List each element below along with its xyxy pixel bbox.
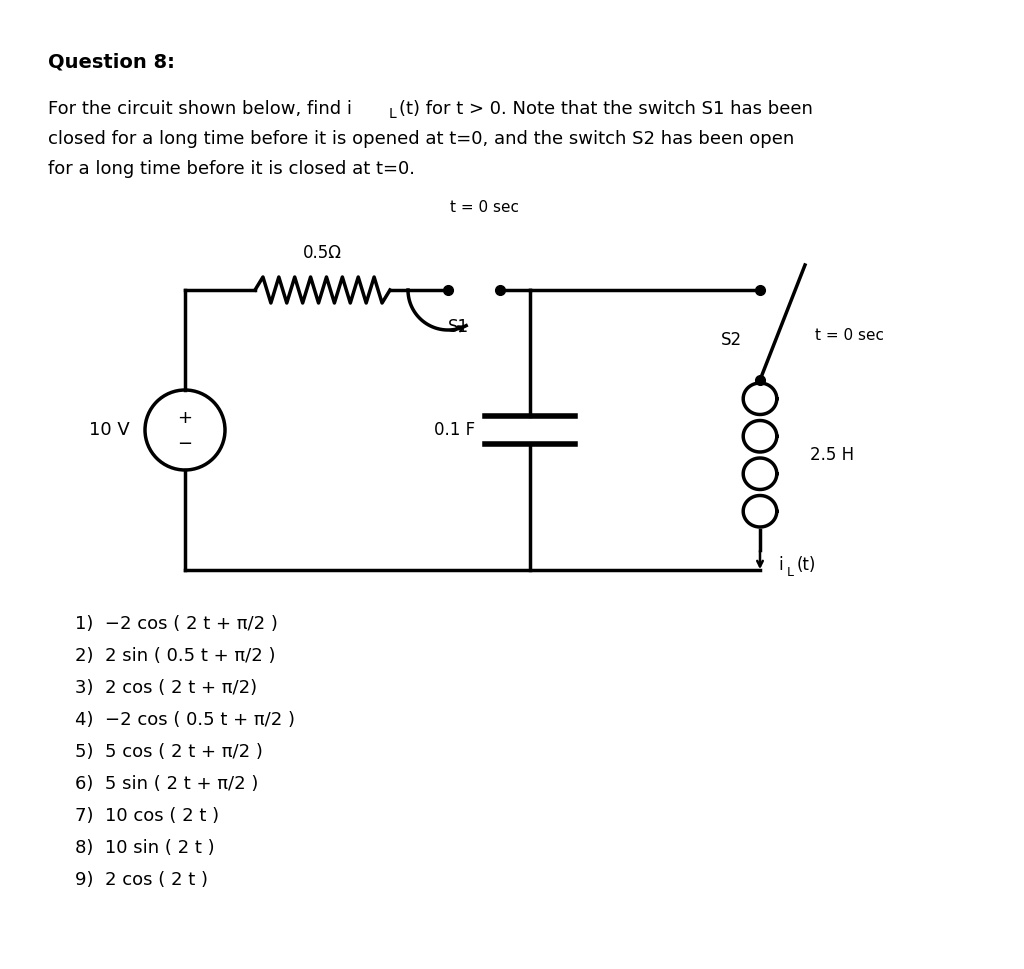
Text: +: + xyxy=(177,409,193,427)
Text: 7)  10 cos ( 2 t ): 7) 10 cos ( 2 t ) xyxy=(75,807,219,825)
Text: 1)  −2 cos ( 2 t + π/2 ): 1) −2 cos ( 2 t + π/2 ) xyxy=(75,615,278,633)
Text: closed for a long time before it is opened at t=0, and the switch S2 has been op: closed for a long time before it is open… xyxy=(48,130,795,148)
Text: 5)  5 cos ( 2 t + π/2 ): 5) 5 cos ( 2 t + π/2 ) xyxy=(75,743,263,761)
Text: −: − xyxy=(177,435,193,453)
Text: 6)  5 sin ( 2 t + π/2 ): 6) 5 sin ( 2 t + π/2 ) xyxy=(75,775,258,793)
Text: t = 0 sec: t = 0 sec xyxy=(450,200,518,215)
Text: 10 V: 10 V xyxy=(89,421,130,439)
Text: t = 0 sec: t = 0 sec xyxy=(815,328,884,342)
Text: 0.1 F: 0.1 F xyxy=(434,421,475,439)
Text: 9)  2 cos ( 2 t ): 9) 2 cos ( 2 t ) xyxy=(75,871,208,889)
Text: S2: S2 xyxy=(721,331,742,349)
Text: i: i xyxy=(778,556,782,574)
Text: Question 8:: Question 8: xyxy=(48,52,175,71)
Text: for a long time before it is closed at t=0.: for a long time before it is closed at t… xyxy=(48,160,415,178)
Text: S1: S1 xyxy=(447,318,469,336)
Text: 0.5Ω: 0.5Ω xyxy=(303,244,342,262)
Text: 4)  −2 cos ( 0.5 t + π/2 ): 4) −2 cos ( 0.5 t + π/2 ) xyxy=(75,711,295,729)
Text: 8)  10 sin ( 2 t ): 8) 10 sin ( 2 t ) xyxy=(75,839,215,857)
Text: 2.5 H: 2.5 H xyxy=(810,446,854,464)
Text: 3)  2 cos ( 2 t + π/2): 3) 2 cos ( 2 t + π/2) xyxy=(75,679,257,697)
Text: For the circuit shown below, find i: For the circuit shown below, find i xyxy=(48,100,352,118)
Text: 2)  2 sin ( 0.5 t + π/2 ): 2) 2 sin ( 0.5 t + π/2 ) xyxy=(75,647,275,665)
Text: L: L xyxy=(787,567,794,579)
Text: (t): (t) xyxy=(797,556,816,574)
Text: (t) for t > 0. Note that the switch S1 has been: (t) for t > 0. Note that the switch S1 h… xyxy=(399,100,813,118)
Text: L: L xyxy=(389,107,396,121)
